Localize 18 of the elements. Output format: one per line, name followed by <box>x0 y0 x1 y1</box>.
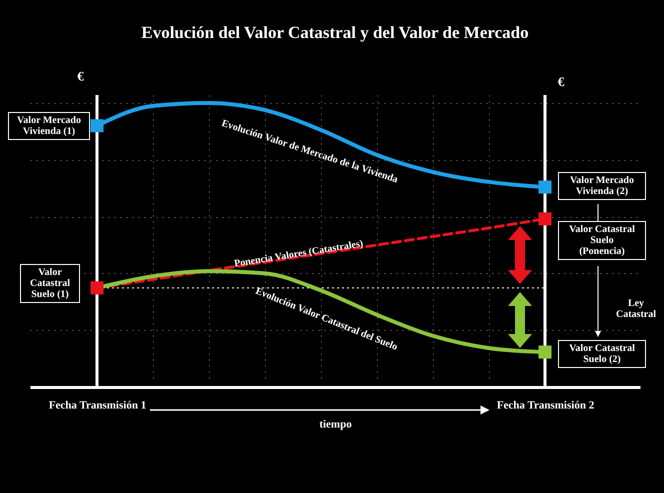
point <box>90 281 104 294</box>
x-axis-title: tiempo <box>319 418 352 430</box>
text: Valor Mercado Vivienda (1) <box>8 112 90 140</box>
text: Ley Catastral <box>615 298 657 320</box>
x-tick-label: Fecha Transmisión 1 <box>48 400 146 412</box>
text: Valor Catastral Suelo (Ponencia) <box>558 221 646 260</box>
text: Ponencia Valores (Catastrales) <box>233 238 364 270</box>
x-tick-label: Fecha Transmisión 2 <box>496 400 595 412</box>
point <box>538 180 552 194</box>
point <box>90 119 104 132</box>
point <box>538 212 552 226</box>
y-axis-title: € <box>77 68 84 84</box>
chart-title: Evolución del Valor Catastral y del Valor de Mercado <box>141 23 529 42</box>
text: Valor Mercado Vivienda (2) <box>558 172 646 200</box>
text: Valor Catastral Suelo (2) <box>558 340 646 368</box>
text: Valor Catastral Suelo (1) <box>20 264 80 303</box>
text: € <box>556 74 566 89</box>
point <box>538 346 552 359</box>
